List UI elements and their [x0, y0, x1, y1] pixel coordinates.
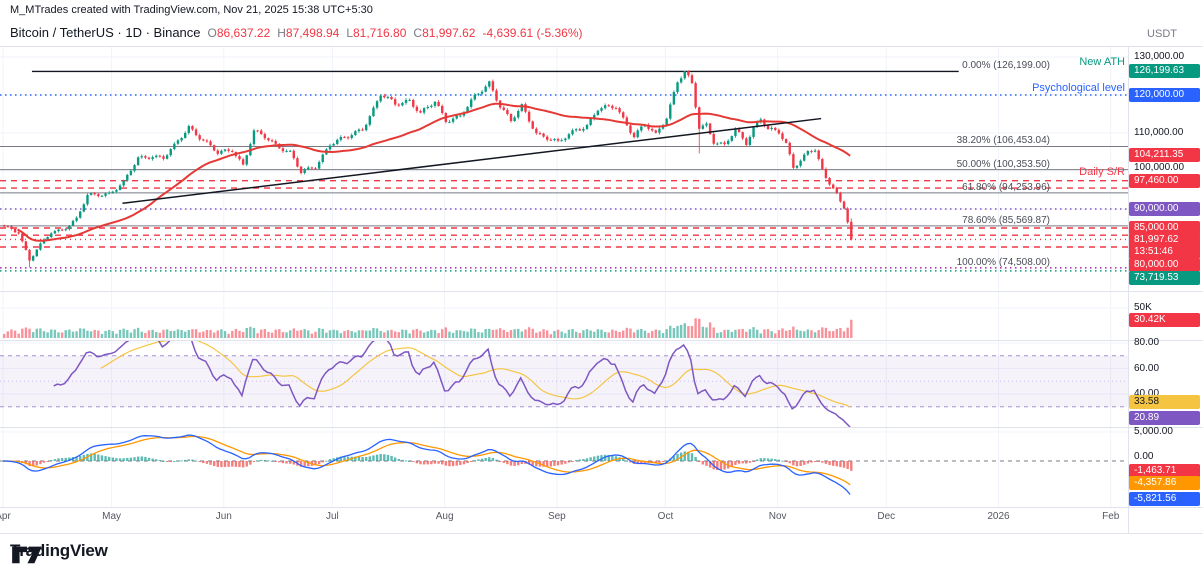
psychological-level-annotation: Psychological level — [1032, 82, 1125, 94]
time-axis[interactable] — [0, 507, 1128, 533]
symbol-title[interactable]: Bitcoin / TetherUS · 1D · Binance — [10, 25, 201, 40]
ohlc-values: O86,637.22 H87,498.94 L81,716.80 C81,997.62… — [201, 25, 583, 40]
price-axis[interactable] — [1128, 46, 1203, 533]
ohlc-low-value: 81,716.80 — [353, 26, 407, 40]
new-ath-annotation: New ATH — [1079, 56, 1125, 68]
currency-label: USDT — [1147, 28, 1177, 40]
ohlc-open-value: 86,637.22 — [216, 26, 271, 40]
change-value: -4,639.61 (-5.36%) — [482, 26, 583, 40]
tradingview-logo[interactable]: TradingView — [10, 541, 108, 564]
ohlc-high-label: H — [277, 26, 286, 40]
symbol-bar: Bitcoin / TetherUS · 1D · Binance O86,637… — [10, 25, 583, 40]
ohlc-open-label: O — [207, 26, 217, 40]
tradingview-logo-icon — [12, 546, 42, 564]
ohlc-close-value: 81,997.62 — [422, 26, 476, 40]
ohlc-high-value: 87,498.94 — [285, 26, 340, 40]
daily-sr-annotation: Daily S/R — [1079, 166, 1125, 178]
ohlc-close-label: C — [413, 26, 423, 40]
attribution-text: M_MTrades created with TradingView.com, … — [10, 4, 373, 16]
ohlc-low-label: L — [346, 26, 353, 40]
